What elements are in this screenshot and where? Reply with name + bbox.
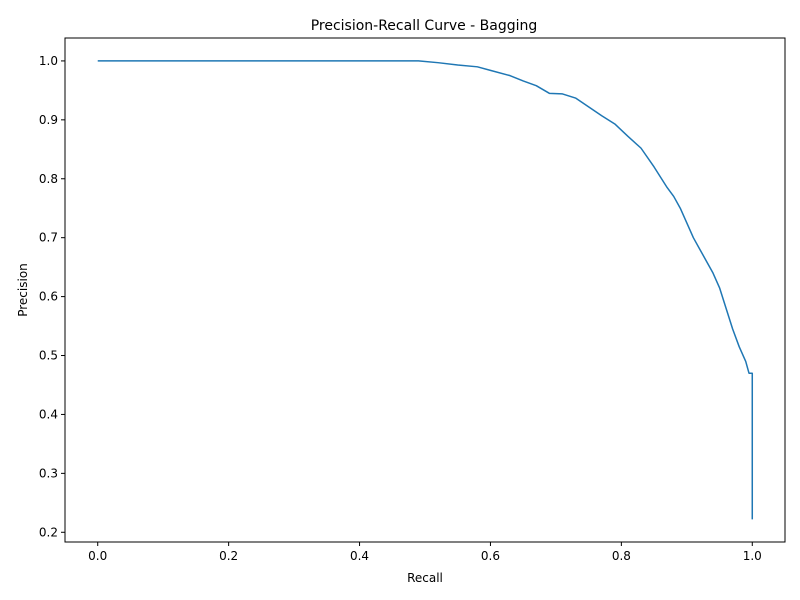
- x-tick-label: 0.4: [350, 549, 369, 563]
- y-tick-label: 0.6: [39, 290, 58, 304]
- x-tick-label: 0.0: [88, 549, 107, 563]
- x-tick-label: 0.8: [612, 549, 631, 563]
- y-tick-label: 0.8: [39, 172, 58, 186]
- axes-frame: [64, 37, 786, 543]
- y-tick-label: 0.5: [39, 349, 58, 363]
- x-tick-label: 1.0: [743, 549, 762, 563]
- y-tick-label: 0.3: [39, 466, 58, 480]
- y-axis-label: Precision: [16, 263, 30, 317]
- x-axis-label: Recall: [407, 571, 443, 585]
- precision-recall-line: [97, 60, 754, 520]
- x-tick-label: 0.6: [481, 549, 500, 563]
- y-tick-label: 0.7: [39, 231, 58, 245]
- chart-title: Precision-Recall Curve - Bagging: [311, 18, 538, 34]
- x-tick-label: 0.2: [219, 549, 238, 563]
- y-tick-label: 0.9: [39, 113, 58, 127]
- y-tick-label: 0.4: [39, 407, 58, 421]
- y-tick-label: 1.0: [39, 54, 58, 68]
- y-tick-label: 0.2: [39, 525, 58, 539]
- plot-area: [97, 60, 754, 520]
- y-axis: 0.2 0.3 0.4 0.5 0.6 0.7 0.8 0.9 1.0: [39, 54, 65, 539]
- x-axis: 0.0 0.2 0.4 0.6 0.8 1.0: [88, 542, 762, 563]
